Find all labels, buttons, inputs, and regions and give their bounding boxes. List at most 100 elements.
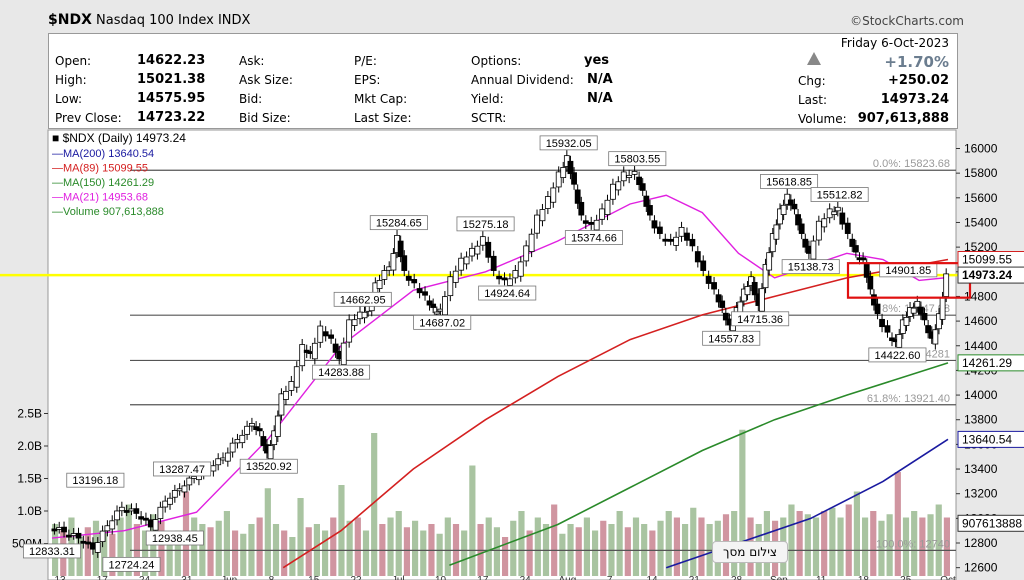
price-annotation-box [564, 230, 623, 245]
candle-body [715, 294, 722, 303]
candle-body [769, 233, 776, 253]
y-tick-label: 13200 [964, 487, 998, 501]
volume-bar [510, 520, 517, 576]
brand-label[interactable]: ©StockCharts.com [850, 14, 964, 28]
candle-body [340, 342, 347, 366]
right-price-tag-label: 907613888 [962, 516, 1022, 530]
candle-body [249, 423, 255, 427]
candle-body [751, 281, 758, 296]
mkt-cap-label: Mkt Cap: [354, 92, 408, 106]
candle-body [571, 172, 577, 185]
candle-body [523, 245, 530, 262]
candle-body [181, 485, 188, 493]
volume-label: Volume: [798, 112, 847, 126]
candle-body [133, 508, 140, 514]
prev-close-label: Prev Close: [55, 111, 122, 125]
price-chart[interactable]: 1260012800130001320013400136001380014000… [0, 128, 1024, 580]
volume-bar [886, 514, 893, 576]
candle-body [719, 300, 726, 308]
right-price-tag [957, 430, 1024, 448]
yield-value: N/A [587, 91, 613, 106]
candle-body [390, 253, 397, 271]
price-annotation: 15932.05 [546, 138, 592, 150]
price-annotation-box [312, 364, 371, 380]
candle-body [896, 334, 903, 348]
y-tick-label: 14600 [964, 314, 998, 328]
volume-bar [534, 517, 541, 576]
candle-body [889, 337, 895, 342]
screenshot-button[interactable]: צילום מסך [712, 541, 789, 563]
candle-body [932, 329, 939, 345]
x-tick-label: 22 [350, 575, 362, 580]
x-tick-label: 11 [816, 575, 827, 580]
x-tick-label: 17 [97, 575, 109, 580]
price-annotation: 15803.55 [614, 154, 660, 166]
ma150-line [449, 362, 949, 566]
candle-body [874, 303, 881, 315]
x-tick-label: Sep [770, 575, 788, 580]
y-tick-label: 13800 [964, 413, 998, 427]
volume-bar [469, 465, 476, 576]
candle-body [176, 488, 183, 492]
price-annotation-box [102, 556, 161, 572]
candle-body [791, 203, 798, 210]
candle-body [253, 426, 260, 430]
price-annotation: 13520.92 [246, 461, 292, 473]
ask-size-label: Ask Size: [239, 73, 293, 87]
volume-bar [583, 517, 590, 576]
fib-label: 100.0%: 12740 [876, 538, 950, 550]
price-annotation-box [333, 291, 392, 307]
candle-body [278, 393, 285, 416]
volume-bar [632, 517, 640, 576]
volume-bar [559, 533, 566, 576]
volume-bar [624, 527, 631, 576]
candle-body [411, 279, 418, 284]
candle-body [376, 280, 383, 289]
candle-body [123, 510, 130, 513]
quote-panel: Open: 14622.23 High: 15021.38 Low: 14575… [48, 33, 958, 129]
candle-body [288, 381, 295, 391]
candle-body [210, 465, 217, 472]
volume-bar [911, 511, 918, 576]
candle-body [143, 517, 149, 521]
y-tick-label: 12800 [964, 536, 998, 550]
price-annotation-box [66, 472, 125, 488]
price-annotation: 15374.66 [571, 233, 617, 245]
candle-body [70, 533, 77, 536]
x-tick-label: 15 [308, 575, 320, 580]
price-annotation-box [153, 461, 212, 477]
x-tick-label: 28 [731, 575, 743, 580]
volume-bar [256, 517, 263, 576]
candle-body [299, 344, 306, 367]
legend-entry: —MA(200) 13640.54 [52, 148, 154, 160]
y-tick-label: 16000 [964, 141, 998, 155]
volume-bar [101, 530, 108, 576]
candle-body [925, 325, 932, 334]
candle-body [65, 534, 72, 538]
candle-body [631, 171, 638, 175]
volume-bar [436, 533, 443, 576]
volume-tick-label: 1.0B [17, 504, 42, 518]
candle-body [452, 270, 459, 283]
quote-date: Friday 6-Oct-2023 [840, 36, 949, 50]
volume-bar [796, 511, 803, 576]
candle-body [626, 174, 633, 178]
price-annotation: 14283.88 [318, 367, 364, 379]
candle-body [528, 233, 535, 252]
candle-body [711, 282, 717, 290]
candle-body [787, 199, 794, 206]
right-price-tag [957, 354, 1024, 372]
volume-bar [354, 517, 361, 576]
options-value: yes [584, 53, 610, 68]
y-tick-label: 14400 [964, 339, 998, 353]
volume-bar [387, 517, 394, 576]
candle-body [512, 270, 519, 279]
candle-body [332, 343, 339, 353]
volume-bar [109, 533, 116, 576]
volume-bar [223, 511, 230, 576]
price-annotation: 14924.64 [484, 288, 530, 300]
x-tick-label: 13 [54, 575, 66, 580]
candle-body [474, 245, 481, 255]
price-annotation: 12938.45 [152, 533, 198, 545]
